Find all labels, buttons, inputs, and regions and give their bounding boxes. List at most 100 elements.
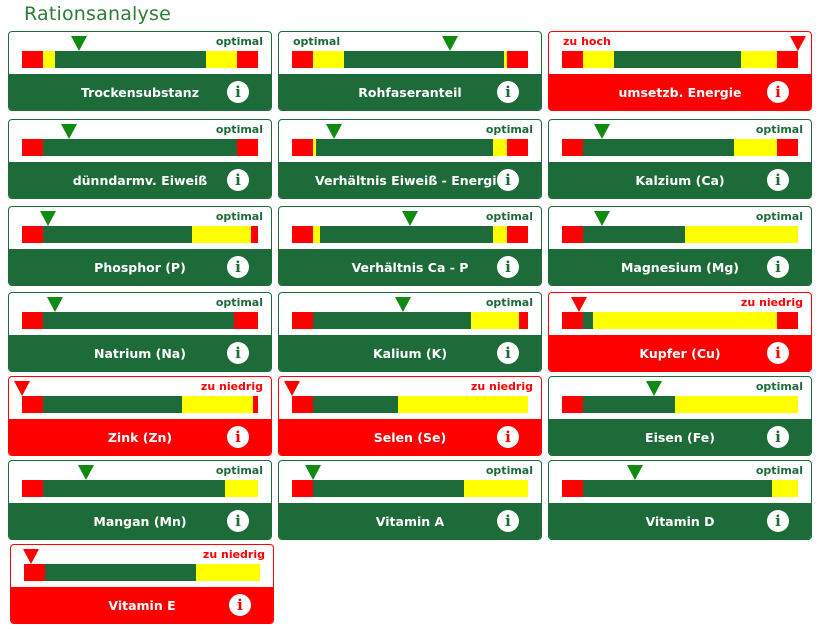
info-icon[interactable]: i bbox=[767, 81, 789, 103]
info-icon[interactable]: i bbox=[767, 169, 789, 191]
info-icon[interactable]: i bbox=[497, 81, 519, 103]
range-bar bbox=[562, 312, 798, 329]
value-marker-icon bbox=[594, 124, 611, 139]
range-segment-red bbox=[562, 139, 584, 156]
card-footer: Vitamin E i bbox=[11, 587, 273, 623]
range-bar bbox=[292, 51, 528, 68]
range-segment-yellow bbox=[592, 312, 777, 329]
status-label: optimal bbox=[485, 464, 533, 477]
info-icon[interactable]: i bbox=[497, 426, 519, 448]
info-icon[interactable]: i bbox=[497, 510, 519, 532]
range-bar bbox=[22, 51, 258, 68]
status-label: zu niedrig bbox=[202, 548, 265, 561]
card-umsetzb-energie: zu hoch umsetzb. Energie i bbox=[548, 31, 812, 111]
value-marker-icon bbox=[284, 381, 300, 396]
status-label: optimal bbox=[755, 210, 803, 223]
range-bar bbox=[562, 51, 798, 68]
card-footer: Kupfer (Cu) i bbox=[549, 335, 811, 371]
range-segment-yellow bbox=[191, 226, 251, 243]
range-segment-red bbox=[22, 396, 44, 413]
info-icon[interactable]: i bbox=[227, 256, 249, 278]
range-segment-red bbox=[292, 139, 314, 156]
nutrient-label: Eisen (Fe) bbox=[645, 429, 715, 445]
range-segment-yellow bbox=[464, 480, 528, 497]
card-footer: Vitamin A i bbox=[279, 503, 541, 539]
range-segment-red bbox=[234, 312, 258, 329]
card-zink: zu niedrig Zink (Zn) i bbox=[8, 376, 272, 456]
card-duenndarm-eiweiss: optimal dünndarmv. Eiweiß i bbox=[8, 119, 272, 199]
nutrient-label: Verhältnis Eiweiß - Energie bbox=[314, 172, 505, 188]
nutrient-label: Natrium (Na) bbox=[94, 345, 186, 361]
value-marker-icon bbox=[570, 297, 587, 312]
info-icon[interactable]: i bbox=[227, 426, 249, 448]
status-label: zu niedrig bbox=[470, 380, 533, 393]
status-label: optimal bbox=[485, 210, 533, 223]
range-segment-red bbox=[292, 226, 314, 243]
card-kupfer: zu niedrig Kupfer (Cu) i bbox=[548, 292, 812, 372]
status-label: optimal bbox=[755, 464, 803, 477]
value-marker-icon bbox=[23, 549, 40, 564]
card-kalzium: optimal Kalzium (Ca) i bbox=[548, 119, 812, 199]
range-segment-yellow bbox=[313, 51, 344, 68]
info-icon[interactable]: i bbox=[767, 510, 789, 532]
value-marker-icon bbox=[14, 381, 30, 396]
range-segment-yellow bbox=[772, 480, 798, 497]
value-marker-icon bbox=[627, 465, 644, 480]
range-bar bbox=[562, 480, 798, 497]
range-segment-red bbox=[506, 226, 528, 243]
info-icon[interactable]: i bbox=[767, 342, 789, 364]
range-segment-green bbox=[315, 139, 493, 156]
card-verhaeltnis-ca-p: optimal Verhältnis Ca - P i bbox=[278, 206, 542, 286]
info-icon[interactable]: i bbox=[767, 256, 789, 278]
range-segment-green bbox=[613, 51, 742, 68]
status-label: zu niedrig bbox=[740, 296, 803, 309]
card-footer: Kalzium (Ca) i bbox=[549, 162, 811, 198]
info-icon[interactable]: i bbox=[767, 426, 789, 448]
card-verhaeltnis-eiweiss-energie: optimal Verhältnis Eiweiß - Energie i bbox=[278, 119, 542, 199]
info-icon[interactable]: i bbox=[497, 342, 519, 364]
range-bar bbox=[22, 226, 258, 243]
info-icon[interactable]: i bbox=[227, 169, 249, 191]
nutrient-label: Phosphor (P) bbox=[94, 259, 186, 275]
range-segment-red bbox=[776, 312, 798, 329]
info-icon[interactable]: i bbox=[227, 81, 249, 103]
card-trockensubstanz: optimal Trockensubstanz i bbox=[8, 31, 272, 111]
value-marker-icon bbox=[77, 465, 94, 480]
card-footer: Phosphor (P) i bbox=[9, 249, 271, 285]
range-segment-green bbox=[583, 226, 685, 243]
range-segment-red bbox=[22, 480, 44, 497]
nutrient-label: Verhältnis Ca - P bbox=[351, 259, 469, 275]
status-label: zu niedrig bbox=[200, 380, 263, 393]
card-eisen: optimal Eisen (Fe) i bbox=[548, 376, 812, 456]
card-footer: Verhältnis Eiweiß - Energie i bbox=[279, 162, 541, 198]
nutrient-label: Trockensubstanz bbox=[81, 84, 199, 100]
range-segment-red bbox=[518, 312, 528, 329]
info-icon[interactable]: i bbox=[227, 510, 249, 532]
value-marker-icon bbox=[39, 211, 56, 226]
range-bar bbox=[292, 312, 528, 329]
card-footer: Rohfaseranteil i bbox=[279, 74, 541, 110]
range-segment-yellow bbox=[398, 396, 528, 413]
range-segment-red bbox=[236, 51, 258, 68]
nutrient-label: Selen (Se) bbox=[373, 429, 447, 445]
page-title: Rationsanalyse bbox=[24, 3, 171, 25]
range-segment-green bbox=[583, 139, 735, 156]
info-icon[interactable]: i bbox=[497, 169, 519, 191]
card-footer: dünndarmv. Eiweiß i bbox=[9, 162, 271, 198]
range-segment-yellow bbox=[313, 139, 316, 156]
info-icon[interactable]: i bbox=[229, 594, 251, 616]
nutrient-label: Kupfer (Cu) bbox=[639, 345, 721, 361]
value-marker-icon bbox=[326, 124, 343, 139]
status-label: optimal bbox=[485, 296, 533, 309]
range-segment-yellow bbox=[182, 396, 254, 413]
range-segment-green bbox=[583, 396, 676, 413]
info-icon[interactable]: i bbox=[497, 256, 519, 278]
range-bar bbox=[562, 139, 798, 156]
status-label: optimal bbox=[755, 380, 803, 393]
range-segment-green bbox=[43, 480, 225, 497]
range-segment-red bbox=[292, 480, 314, 497]
card-footer: Selen (Se) i bbox=[279, 419, 541, 455]
range-segment-red bbox=[506, 51, 528, 68]
range-segment-red bbox=[776, 139, 798, 156]
info-icon[interactable]: i bbox=[227, 342, 249, 364]
